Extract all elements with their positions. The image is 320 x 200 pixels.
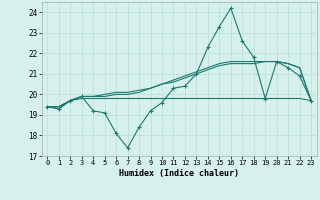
X-axis label: Humidex (Indice chaleur): Humidex (Indice chaleur)	[119, 169, 239, 178]
